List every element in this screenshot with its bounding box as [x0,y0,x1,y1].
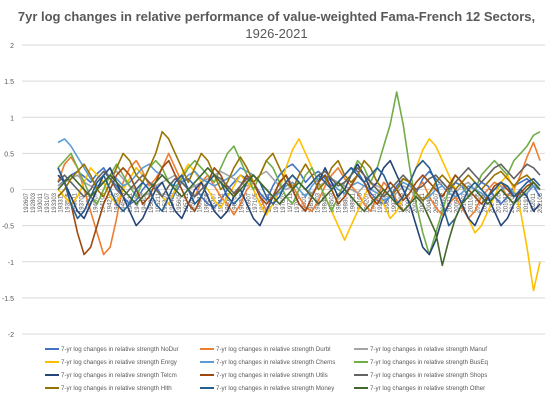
x-tick-label: 199903 [399,192,405,213]
y-tick-label: -1.5 [2,296,14,303]
series-line [57,130,541,202]
legend-item: 7-yr log changes in relative strength Du… [200,346,331,353]
x-tick-label: 195211 [156,192,162,212]
x-tick-label: 193611 [73,192,79,212]
x-tick-label: 193505 [66,192,72,213]
legend-item: 7-yr log changes in relative strength Sh… [354,372,487,379]
x-tick-label: 193303 [52,192,58,213]
x-tick-label: 200603 [441,192,447,213]
x-tick-label: 192607 [24,192,30,213]
legend-item: 7-yr log changes in relative strength Mo… [200,385,335,392]
legend-label: 7-yr log changes in relative strength Sh… [370,372,487,379]
legend-label: 7-yr log changes in relative strength Ch… [216,359,335,366]
x-tick-label: 199105 [357,192,363,213]
legend-item: 7-yr log changes in relative strength En… [45,359,178,366]
legend-label: 7-yr log changes in relative strength Ot… [370,385,485,392]
x-tick-label: 200507 [434,192,440,213]
x-tick-label: 201007 [462,192,468,213]
y-tick-label: 0.5 [4,151,14,158]
y-tick-label: 2 [10,43,14,50]
y-axis-ticks: 2 1.5 1 0.5 0 -0.5 -1 -1.5 -2 [2,43,14,339]
x-tick-label: 195409 [170,192,176,213]
legend-item: 7-yr log changes in relative strength Ma… [354,346,487,353]
legend: 7-yr log changes in relative strength No… [45,346,489,392]
x-tick-label: 197603 [281,192,287,213]
x-tick-label: 196907 [246,192,252,213]
y-tick-label: -1 [8,260,14,267]
x-tick-label: 200903 [455,192,461,213]
x-tick-label: 193011 [38,192,44,212]
x-tick-label: 198109 [309,192,315,213]
series-line [57,167,541,267]
legend-label: 7-yr log changes in relative strength Hl… [61,385,172,392]
x-tick-label: 199207 [364,192,370,213]
x-tick-label: 202011 [531,192,537,212]
x-tick-label: 196505 [225,192,231,213]
gridlines [22,44,545,335]
legend-label: 7-yr log changes in relative strength Ut… [216,372,328,379]
y-tick-label: -0.5 [2,224,14,231]
x-tick-label: 196307 [212,192,218,213]
series-lines [57,91,541,292]
legend-label: 7-yr log changes in relative strength En… [61,359,178,366]
series-line [57,91,541,256]
x-tick-label: 201611 [503,192,509,212]
x-tick-label: 196809 [239,192,245,213]
x-tick-label: 198807 [344,192,350,213]
x-tick-label: 193707 [80,192,86,213]
legend-item: 7-yr log changes in relative strength Te… [45,372,177,379]
y-tick-label: 1 [10,115,14,122]
legend-label: 7-yr log changes in relative strength Bu… [370,359,489,366]
legend-label: 7-yr log changes in relative strength Te… [61,372,177,379]
x-tick-label: 198503 [330,192,336,213]
x-tick-label: 198011 [302,192,308,212]
legend-item: 7-yr log changes in relative strength Ut… [200,372,328,379]
x-tick-label: 198911 [350,192,356,212]
x-tick-label: 193107 [45,192,51,213]
x-tick-label: 201103 [469,192,475,212]
x-tick-label: 192803 [31,192,37,213]
legend-item: 7-yr log changes in relative strength Bu… [354,359,489,366]
x-tick-label: 201911 [524,192,530,212]
legend-item: 7-yr log changes in relative strength Hl… [45,385,172,392]
x-tick-label: 195003 [149,192,155,213]
legend-label: 7-yr log changes in relative strength Ma… [370,346,487,353]
y-tick-label: 0 [10,188,14,195]
series-line [57,141,541,256]
x-tick-label: 196411 [218,192,224,212]
y-tick-label: 1.5 [4,79,14,86]
legend-label: 7-yr log changes in relative strength Du… [216,346,331,353]
legend-label: 7-yr log changes in relative strength No… [61,346,179,353]
x-tick-label: 200401 [427,192,433,213]
x-tick-label: 198409 [323,192,329,213]
y-tick-label: -2 [8,332,14,339]
x-tick-label: 201811 [517,192,523,212]
x-tick-label: 196011 [198,192,204,212]
x-tick-label: 199603 [385,192,391,213]
legend-label: 7-yr log changes in relative strength Mo… [216,385,335,392]
legend-item: 7-yr log changes in relative strength Ot… [354,385,485,392]
legend-item: 7-yr log changes in relative strength Ch… [200,359,335,366]
x-tick-label: 193901 [87,192,93,213]
legend-item: 7-yr log changes in relative strength No… [45,346,179,353]
x-tick-label: 194211 [107,192,113,212]
x-tick-label: 202103 [538,192,544,213]
x-tick-label: 194505 [121,192,127,213]
x-tick-label: 193311 [59,192,65,212]
chart-title: 7yr log changes in relative performance … [17,9,536,24]
x-tick-label: 200211 [420,192,426,212]
series-line [57,159,541,256]
x-tick-label: 197505 [274,192,280,213]
chart-subtitle: 1926-2021 [245,26,308,41]
x-tick-label: 195605 [177,192,183,213]
x-tick-label: 194907 [142,192,148,213]
x-tick-label: 197105 [253,192,259,213]
